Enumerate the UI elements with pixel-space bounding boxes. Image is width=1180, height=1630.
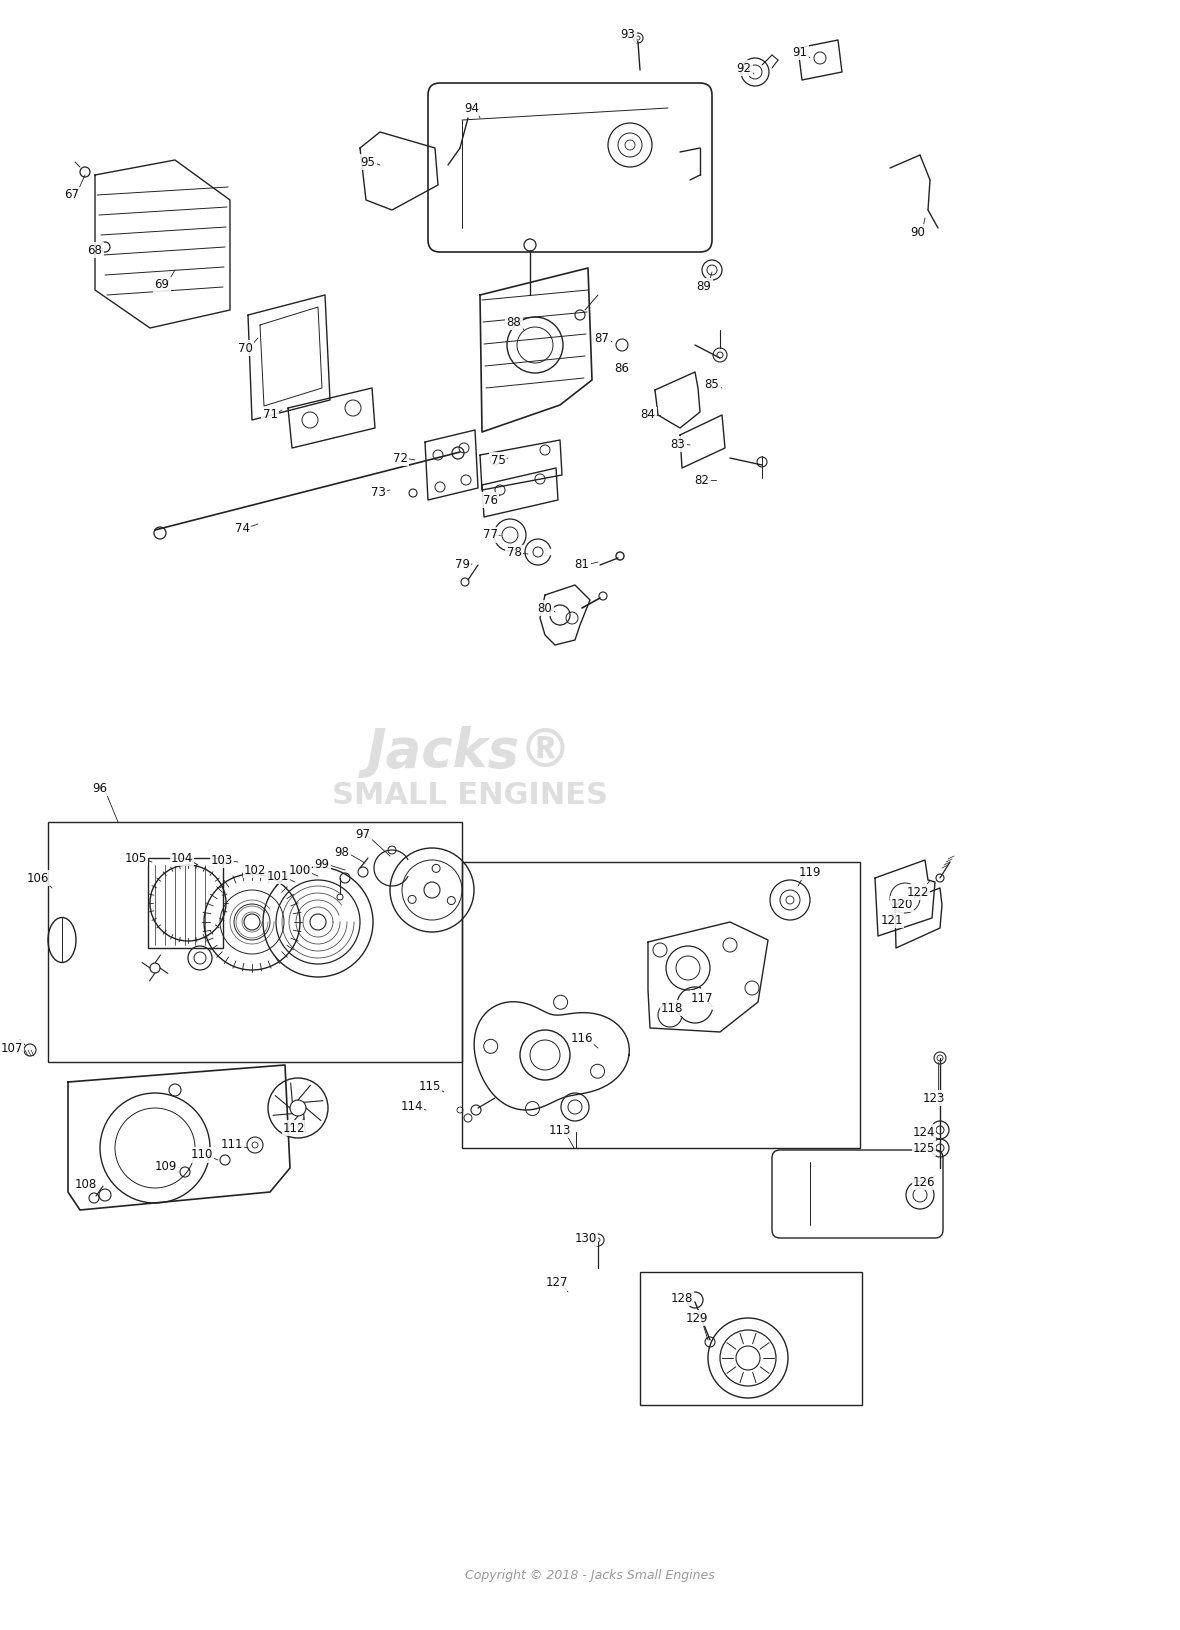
Text: 77: 77 [483,528,498,541]
Text: 87: 87 [595,331,609,344]
Text: 125: 125 [913,1141,936,1154]
Text: 88: 88 [506,316,522,329]
Text: 126: 126 [913,1175,936,1188]
Text: 78: 78 [506,546,522,559]
Text: 86: 86 [615,362,629,375]
Text: 122: 122 [906,885,930,898]
Text: 70: 70 [237,342,253,354]
Text: Copyright © 2018 - Jacks Small Engines: Copyright © 2018 - Jacks Small Engines [465,1568,715,1581]
Text: 81: 81 [575,559,590,572]
Bar [463,862,860,1148]
Text: 75: 75 [491,453,505,466]
Text: 93: 93 [621,28,636,41]
Text: 120: 120 [891,898,913,911]
Text: 107: 107 [1,1042,24,1055]
Text: 128: 128 [670,1291,693,1304]
Text: 76: 76 [483,494,498,507]
Text: 118: 118 [661,1001,683,1014]
Text: Jacks®: Jacks® [367,725,572,778]
Text: 124: 124 [913,1125,936,1138]
Text: 97: 97 [355,828,371,841]
Text: 95: 95 [361,155,375,168]
Text: 129: 129 [686,1312,708,1325]
Text: 104: 104 [171,851,194,864]
Text: 112: 112 [283,1121,306,1134]
Bar [640,1271,863,1405]
Text: 116: 116 [571,1032,594,1045]
Text: 117: 117 [690,991,713,1004]
Text: 94: 94 [465,101,479,114]
Text: 80: 80 [538,601,552,615]
Text: 98: 98 [335,846,349,859]
Text: 99: 99 [315,857,329,870]
Text: 109: 109 [155,1159,177,1172]
Text: 82: 82 [695,473,709,486]
Text: 71: 71 [262,409,277,422]
Text: 113: 113 [549,1123,571,1136]
Text: 96: 96 [92,781,107,794]
Text: 79: 79 [454,559,470,572]
Text: 69: 69 [155,279,170,292]
Text: 92: 92 [736,62,752,75]
Text: 100: 100 [289,864,312,877]
Text: 89: 89 [696,279,712,292]
Text: 102: 102 [244,864,267,877]
Text: 119: 119 [799,866,821,879]
Text: 103: 103 [211,854,234,867]
Text: 68: 68 [87,243,103,256]
Text: 108: 108 [74,1177,97,1190]
Text: 101: 101 [267,869,289,882]
Text: 73: 73 [371,486,386,499]
Text: 85: 85 [704,378,720,391]
Text: 83: 83 [670,437,686,450]
Text: 105: 105 [125,851,148,864]
Text: 72: 72 [393,452,407,465]
Bar [148,857,223,949]
Text: 84: 84 [641,409,655,422]
Text: 121: 121 [880,913,903,926]
Text: 111: 111 [221,1138,243,1151]
Text: 123: 123 [923,1092,945,1105]
Text: 106: 106 [27,872,50,885]
Text: 110: 110 [191,1149,214,1162]
Text: 67: 67 [65,189,79,202]
Bar [48,822,463,1063]
Text: 114: 114 [401,1100,424,1113]
Text: 115: 115 [419,1079,441,1092]
Text: 90: 90 [911,225,925,238]
Text: 130: 130 [575,1232,597,1244]
Text: 91: 91 [793,46,807,59]
Text: 74: 74 [235,522,249,535]
Text: SMALL ENGINES: SMALL ENGINES [332,781,608,810]
Text: 127: 127 [545,1276,569,1289]
